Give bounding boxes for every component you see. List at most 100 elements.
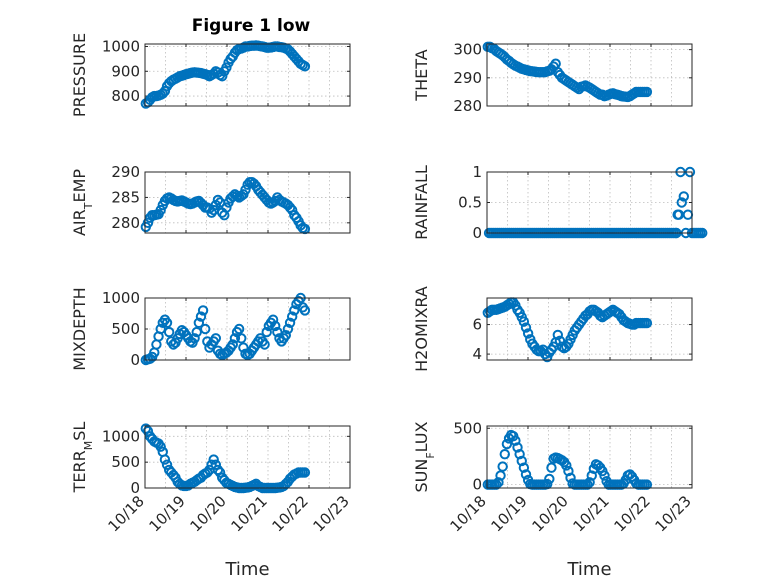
data-point <box>552 329 564 341</box>
y-axis-label: TERRMSL <box>70 422 95 494</box>
data-point <box>197 305 209 316</box>
axes-frame <box>486 43 693 107</box>
data-point <box>200 323 211 335</box>
data-point <box>161 459 173 470</box>
data-point <box>497 461 508 472</box>
data-point <box>221 62 232 73</box>
x-tick-label: 10/20 <box>529 492 572 535</box>
data-point <box>676 197 687 208</box>
y-tick-label: 900 <box>111 62 140 80</box>
data-point <box>238 342 249 353</box>
x-tick-label: 10/19 <box>488 492 531 535</box>
data-point <box>159 454 171 465</box>
x-tick-label: 10/20 <box>187 492 230 535</box>
data-point <box>155 323 166 335</box>
data-point <box>518 462 530 473</box>
data-point <box>299 305 311 316</box>
data-point <box>491 479 502 490</box>
y-tick-label: 280 <box>111 214 140 232</box>
y-tick-label: 290 <box>111 163 140 181</box>
x-tick-label: 10/22 <box>269 492 312 535</box>
data-point <box>544 473 555 485</box>
data-point <box>299 61 311 72</box>
x-tick-label: 10/21 <box>228 492 271 535</box>
data-point <box>161 317 173 328</box>
data-point <box>208 454 219 465</box>
data-point <box>140 423 152 434</box>
data-point <box>280 330 292 341</box>
data-point <box>561 460 572 471</box>
y-tick-label: 0.5 <box>458 194 482 212</box>
data-point <box>586 470 597 481</box>
x-tick-label: 10/19 <box>146 492 189 535</box>
data-point <box>189 333 200 344</box>
y-tick-label: 4 <box>472 345 482 363</box>
data-point <box>641 86 653 98</box>
y-tick-label: 285 <box>111 188 140 206</box>
data-point <box>206 207 217 218</box>
data-point <box>261 326 272 338</box>
x-tick-label: 10/23 <box>652 492 695 535</box>
y-tick-label: 500 <box>453 419 482 437</box>
data-point <box>259 339 270 350</box>
y-tick-label: 500 <box>111 320 140 338</box>
data-point <box>206 459 217 470</box>
data-point <box>155 204 166 216</box>
data-point <box>522 328 534 339</box>
axes-frame <box>486 425 693 489</box>
axes-background <box>487 44 692 106</box>
data-point <box>641 317 653 329</box>
data-point <box>233 323 245 335</box>
data-point <box>159 85 171 97</box>
y-tick-label: 6 <box>472 316 482 334</box>
data-point <box>214 467 226 478</box>
y-tick-label: 800 <box>111 87 140 105</box>
y-tick-label: 0 <box>130 351 140 369</box>
y-tick-label: 290 <box>453 69 482 87</box>
y-axis-label: MIXDEPTH <box>70 287 89 370</box>
data-point <box>284 202 296 213</box>
y-axis-label: AIRTEMP <box>70 169 95 236</box>
data-point <box>202 467 213 478</box>
y-tick-label: 1000 <box>102 427 140 445</box>
axes-frame <box>144 171 351 234</box>
axes-background <box>487 172 692 233</box>
data-point <box>227 339 238 350</box>
data-point <box>195 311 207 322</box>
axes-frame <box>144 425 351 489</box>
data-point <box>193 317 205 328</box>
y-axis-label: SUNFLUX <box>412 421 437 492</box>
subplot-3: 280 285 290 AIRTEMP <box>70 163 351 236</box>
data-point <box>191 326 202 338</box>
subplot-1: 800 900 1000 PRESSURE <box>70 33 351 117</box>
data-point <box>270 320 281 332</box>
data-point <box>554 335 566 347</box>
x-tick-label: 10/23 <box>310 492 353 535</box>
data-point <box>520 469 532 480</box>
subplot-2: 280 290 300 THETA <box>412 41 693 115</box>
data-point <box>493 477 504 488</box>
y-tick-label: 0 <box>130 479 140 497</box>
data-point <box>155 441 166 452</box>
data-point <box>518 316 530 327</box>
data-point <box>229 333 241 344</box>
y-axis-label: THETA <box>412 49 431 101</box>
data-point <box>510 435 521 446</box>
y-tick-label: 1000 <box>102 37 140 55</box>
data-point <box>678 191 689 202</box>
data-point <box>282 323 294 335</box>
y-axis-label: H2OMIXRA <box>412 286 431 372</box>
data-point <box>284 317 296 328</box>
y-tick-label: 0 <box>472 224 482 242</box>
data-point <box>267 314 279 325</box>
x-tick-label: 10/21 <box>570 492 613 535</box>
data-point <box>599 470 610 481</box>
y-tick-label: 280 <box>453 97 482 115</box>
data-point <box>495 470 506 481</box>
x-tick-label: 10/22 <box>611 492 654 535</box>
data-point <box>163 326 175 338</box>
y-tick-label: 1000 <box>102 289 140 307</box>
